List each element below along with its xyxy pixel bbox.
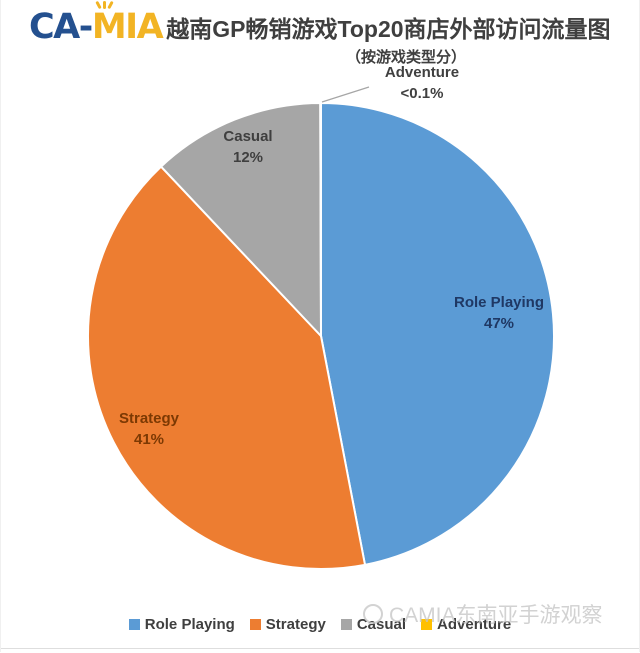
bottom-divider — [1, 648, 639, 649]
adventure-leader-line — [321, 86, 370, 103]
label-casual-value: 12% — [232, 149, 264, 166]
label-strategy: Strategy 41% — [79, 408, 219, 450]
legend-swatch-icon — [249, 619, 261, 630]
label-adventure: Adventure <0.1% — [352, 62, 492, 104]
pie-slice-role-playing — [320, 102, 555, 566]
legend-item-strategy: Strategy — [249, 616, 326, 633]
watermark-text: CAMIA东南亚手游观察 — [389, 604, 603, 627]
logo-ca: CA- — [29, 7, 93, 47]
label-adventure-value: <0.1% — [400, 85, 444, 102]
label-strategy-name: Strategy — [118, 410, 180, 427]
legend-label: Adventure — [437, 616, 512, 633]
pie-chart: Adventure <0.1% Casual 12% Role Playing … — [1, 60, 639, 605]
chart-subtitle: （按游戏类型分） — [345, 49, 466, 66]
label-role-playing-value: 47% — [483, 315, 515, 332]
watermark-ring-icon — [363, 604, 383, 624]
logo-mia-text: MIA — [91, 7, 164, 47]
label-role-playing-name: Role Playing — [453, 294, 545, 311]
legend-swatch-icon — [340, 619, 352, 630]
pie-slices — [87, 101, 555, 570]
legend-swatch-icon — [421, 619, 433, 630]
pie-svg — [87, 86, 555, 570]
label-strategy-value: 41% — [133, 431, 165, 448]
legend-swatch-icon — [128, 619, 140, 630]
legend-item-role-playing: Role Playing — [128, 616, 235, 633]
pie-slice-casual — [160, 102, 322, 337]
label-casual: Casual 12% — [178, 126, 318, 168]
logo-mia: MIA — [91, 0, 164, 47]
logo-sparkles-icon — [95, 0, 114, 10]
header: CA- MIA 越南GP畅销游戏Top20商店外部访问流量图 （按游戏类型分） — [29, 0, 633, 70]
camia-logo: CA- MIA — [29, 0, 164, 47]
pie-slice-adventure — [319, 101, 322, 337]
label-casual-name: Casual — [223, 128, 273, 145]
watermark: CAMIA东南亚手游观察 — [363, 599, 603, 629]
legend-item-adventure: Adventure — [421, 616, 511, 633]
logo-title-row: CA- MIA 越南GP畅销游戏Top20商店外部访问流量图 — [29, 0, 633, 47]
pie-slice-strategy — [87, 165, 366, 570]
label-adventure-name: Adventure — [384, 64, 460, 81]
legend-label: Role Playing — [144, 616, 235, 633]
label-role-playing: Role Playing 47% — [429, 292, 569, 334]
legend-label: Strategy — [265, 616, 326, 633]
chart-title: 越南GP畅销游戏Top20商店外部访问流量图 — [166, 16, 611, 42]
